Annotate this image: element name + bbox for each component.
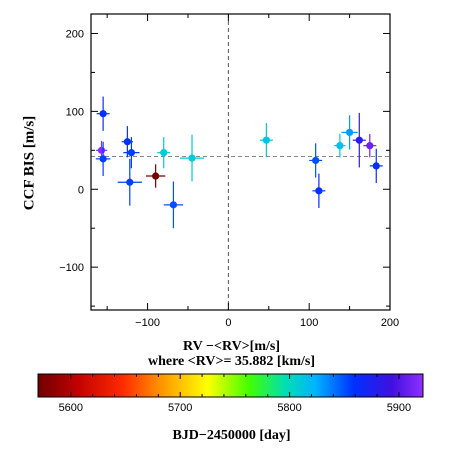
y-tick-label: −100 <box>59 262 84 274</box>
point-marker <box>315 187 323 195</box>
point-marker <box>312 156 320 165</box>
x-tick-label: 100 <box>300 317 318 329</box>
point-marker <box>372 162 380 170</box>
point-marker <box>99 155 107 163</box>
data-point <box>163 181 184 229</box>
point-marker <box>345 128 354 136</box>
point-marker <box>127 149 136 157</box>
colorbar-tick-label: 5800 <box>277 402 301 414</box>
colorbar-frame <box>37 373 424 398</box>
colorbar-gradient <box>38 374 423 397</box>
y-axis-label: CCF BIS [m/s] <box>21 115 38 211</box>
point-marker <box>126 178 134 186</box>
point-marker <box>152 172 160 180</box>
y-tick-label: 0 <box>78 184 84 196</box>
point-marker <box>97 146 106 154</box>
point-marker <box>99 110 107 118</box>
data-point <box>123 137 140 169</box>
x-tick-label: −100 <box>135 317 160 329</box>
data-point <box>95 141 111 177</box>
data-point <box>312 173 326 208</box>
point-marker <box>169 201 178 209</box>
point-marker <box>160 149 168 157</box>
colorbar-tick-label: 5900 <box>387 402 411 414</box>
point-marker <box>336 142 344 150</box>
point-marker <box>188 154 196 162</box>
colorbar-label: BJD−2450000 [day] <box>172 428 291 443</box>
data-point <box>96 96 110 131</box>
y-tick-label: 200 <box>66 28 84 40</box>
colorbar-tick-label: 5700 <box>168 402 192 414</box>
point-marker <box>123 138 131 146</box>
plot-frame <box>90 13 391 311</box>
data-point <box>341 115 358 150</box>
data-point <box>352 112 366 168</box>
point-marker <box>262 136 270 144</box>
data-point <box>334 133 346 158</box>
data-point <box>157 137 171 169</box>
data-point <box>179 134 205 182</box>
data-point <box>117 158 142 206</box>
plot-area: −100 0 100 200 −100 0 100 200 <box>59 13 399 329</box>
x-tick-label: 200 <box>381 317 399 329</box>
x-axis-label: RV −<RV>[m/s] <box>183 339 280 354</box>
data-point <box>145 164 166 188</box>
data-point <box>369 148 383 184</box>
data-point <box>363 133 377 158</box>
x-tick-label: 0 <box>225 317 231 329</box>
colorbar-tick-label: 5600 <box>59 402 83 414</box>
y-tick-label: 100 <box>66 106 84 118</box>
data-point <box>259 123 273 158</box>
point-marker <box>355 136 363 144</box>
x-axis-note: where <RV>= 35.882 [km/s] <box>147 354 316 369</box>
colorbar: 5600 5700 5800 5900 <box>37 373 424 414</box>
data-point <box>309 143 323 178</box>
point-marker <box>366 142 374 150</box>
